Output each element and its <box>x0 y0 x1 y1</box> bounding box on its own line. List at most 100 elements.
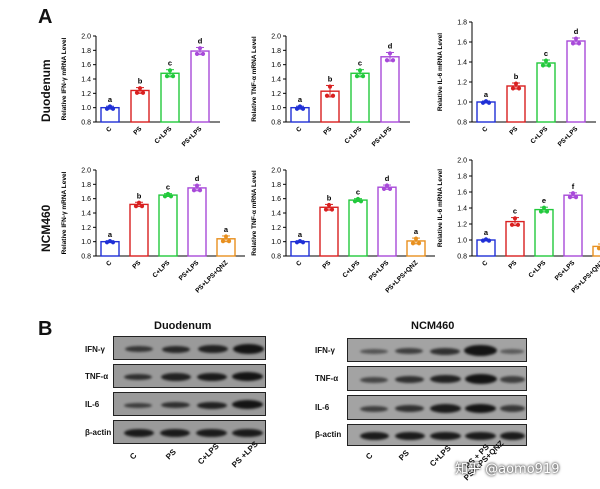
y-tick-label: 1.2 <box>457 80 467 87</box>
blot-row-label: IFN-γ <box>85 345 105 354</box>
blot-band <box>360 432 389 440</box>
data-point <box>384 183 390 188</box>
data-point <box>546 63 552 68</box>
x-tick-label: PS <box>321 259 333 271</box>
significance-letter: b <box>327 193 332 202</box>
x-tick-label: PS+LPS <box>181 125 204 148</box>
blot-band <box>464 345 497 356</box>
data-point <box>510 86 516 91</box>
bar <box>536 62 556 123</box>
y-tick-label: 1.8 <box>81 48 91 55</box>
data-point <box>576 41 582 46</box>
blot-band <box>360 406 388 412</box>
bar-chart: 0.8 1.0 1.2 1.4 1.6 1.8 Relative IL-6 mRNA Lev… <box>437 20 596 148</box>
x-tick-label: C+LPS <box>344 125 364 145</box>
y-tick-label: 1.0 <box>271 105 281 112</box>
data-point <box>355 196 361 202</box>
y-tick-label: 1.8 <box>271 182 281 189</box>
blot-band <box>360 349 388 354</box>
significance-letter: d <box>385 174 390 183</box>
data-point <box>512 216 518 221</box>
significance-letter: b <box>514 72 519 81</box>
blot-band <box>360 377 388 383</box>
blot-band <box>124 374 152 380</box>
x-tick-label: C+LPS <box>154 125 174 145</box>
data-point <box>390 58 396 63</box>
data-point <box>137 86 143 91</box>
bar <box>158 194 178 257</box>
data-point <box>133 204 139 209</box>
blot-band <box>232 372 263 381</box>
data-point <box>538 209 544 214</box>
data-point <box>323 207 329 212</box>
data-point <box>573 195 579 200</box>
data-point <box>354 74 360 79</box>
bar <box>476 239 496 257</box>
blot-band <box>197 373 227 381</box>
data-point <box>413 236 419 241</box>
data-point <box>384 58 390 63</box>
bar <box>506 85 526 123</box>
x-tick-label: C <box>295 259 303 267</box>
significance-letter: b <box>138 77 143 86</box>
blot-row-label: TNF-α <box>315 374 339 383</box>
blot-band <box>465 432 496 440</box>
blot-band <box>430 375 461 383</box>
data-point <box>509 222 515 227</box>
y-tick-label: 2.0 <box>271 168 281 175</box>
blot-band <box>161 373 191 381</box>
blot-lane-label: C+LPS <box>196 441 221 467</box>
y-axis-label: Relative IFN-γ mRNA Level <box>61 37 68 120</box>
data-point <box>170 74 176 79</box>
data-point <box>570 191 576 196</box>
y-tick-label: 1.4 <box>81 77 91 84</box>
x-tick-label: PS <box>132 125 144 137</box>
blot-strip-ifn-gamma <box>347 338 527 362</box>
blot-band <box>395 405 424 412</box>
x-tick-label: PS <box>322 125 334 137</box>
bar-chart: 0.8 1.0 1.2 1.4 1.6 1.8 2.0 Relative IFN-γ mRNA… <box>61 168 245 295</box>
bar <box>566 40 586 123</box>
y-tick-label: 0.8 <box>81 254 91 261</box>
significance-letter: a <box>108 95 113 104</box>
blot-band <box>232 429 263 437</box>
bar <box>505 220 525 257</box>
blot-strip-tnf-alpha <box>347 366 527 391</box>
y-tick-label: 1.0 <box>457 100 467 107</box>
bar <box>348 199 368 257</box>
blot-strip-il-6 <box>347 395 527 420</box>
data-point <box>573 36 579 41</box>
data-point <box>297 104 303 109</box>
data-point <box>139 204 145 209</box>
blot-row-label: β-actin <box>315 430 342 439</box>
blot-band <box>500 405 525 412</box>
x-tick-label: PS+LPS <box>557 125 580 148</box>
x-tick-label: C+LPS <box>528 259 548 279</box>
y-axis-label: Relative IFN-γ mRNA Level <box>61 171 68 254</box>
bar <box>380 56 400 123</box>
blot-row-label: IL-6 <box>315 403 330 412</box>
data-point <box>486 100 492 105</box>
blot-band <box>197 402 227 409</box>
data-point <box>516 86 522 91</box>
significance-letter: a <box>224 225 229 234</box>
data-point <box>194 51 200 57</box>
blot-lane-label: PS <box>164 447 178 462</box>
x-tick-label: C <box>105 259 113 267</box>
significance-letter: c <box>166 183 170 192</box>
bar <box>190 50 210 123</box>
blot-band <box>124 429 154 437</box>
y-tick-label: 1.6 <box>271 196 281 203</box>
significance-letter: d <box>574 27 579 36</box>
y-tick-label: 2.0 <box>457 158 467 165</box>
y-tick-label: 2.0 <box>81 34 91 41</box>
data-point <box>300 106 306 111</box>
blot-lane-label: PS <box>397 448 411 463</box>
y-tick-label: 1.0 <box>457 238 467 245</box>
y-tick-label: 1.0 <box>81 105 91 112</box>
y-tick-label: 1.4 <box>271 211 281 218</box>
data-point <box>140 90 146 95</box>
watermark: 知乎 @aomo919 <box>455 462 560 477</box>
y-tick-label: 1.8 <box>457 174 467 181</box>
blot-strip-beta-actin <box>347 424 527 446</box>
